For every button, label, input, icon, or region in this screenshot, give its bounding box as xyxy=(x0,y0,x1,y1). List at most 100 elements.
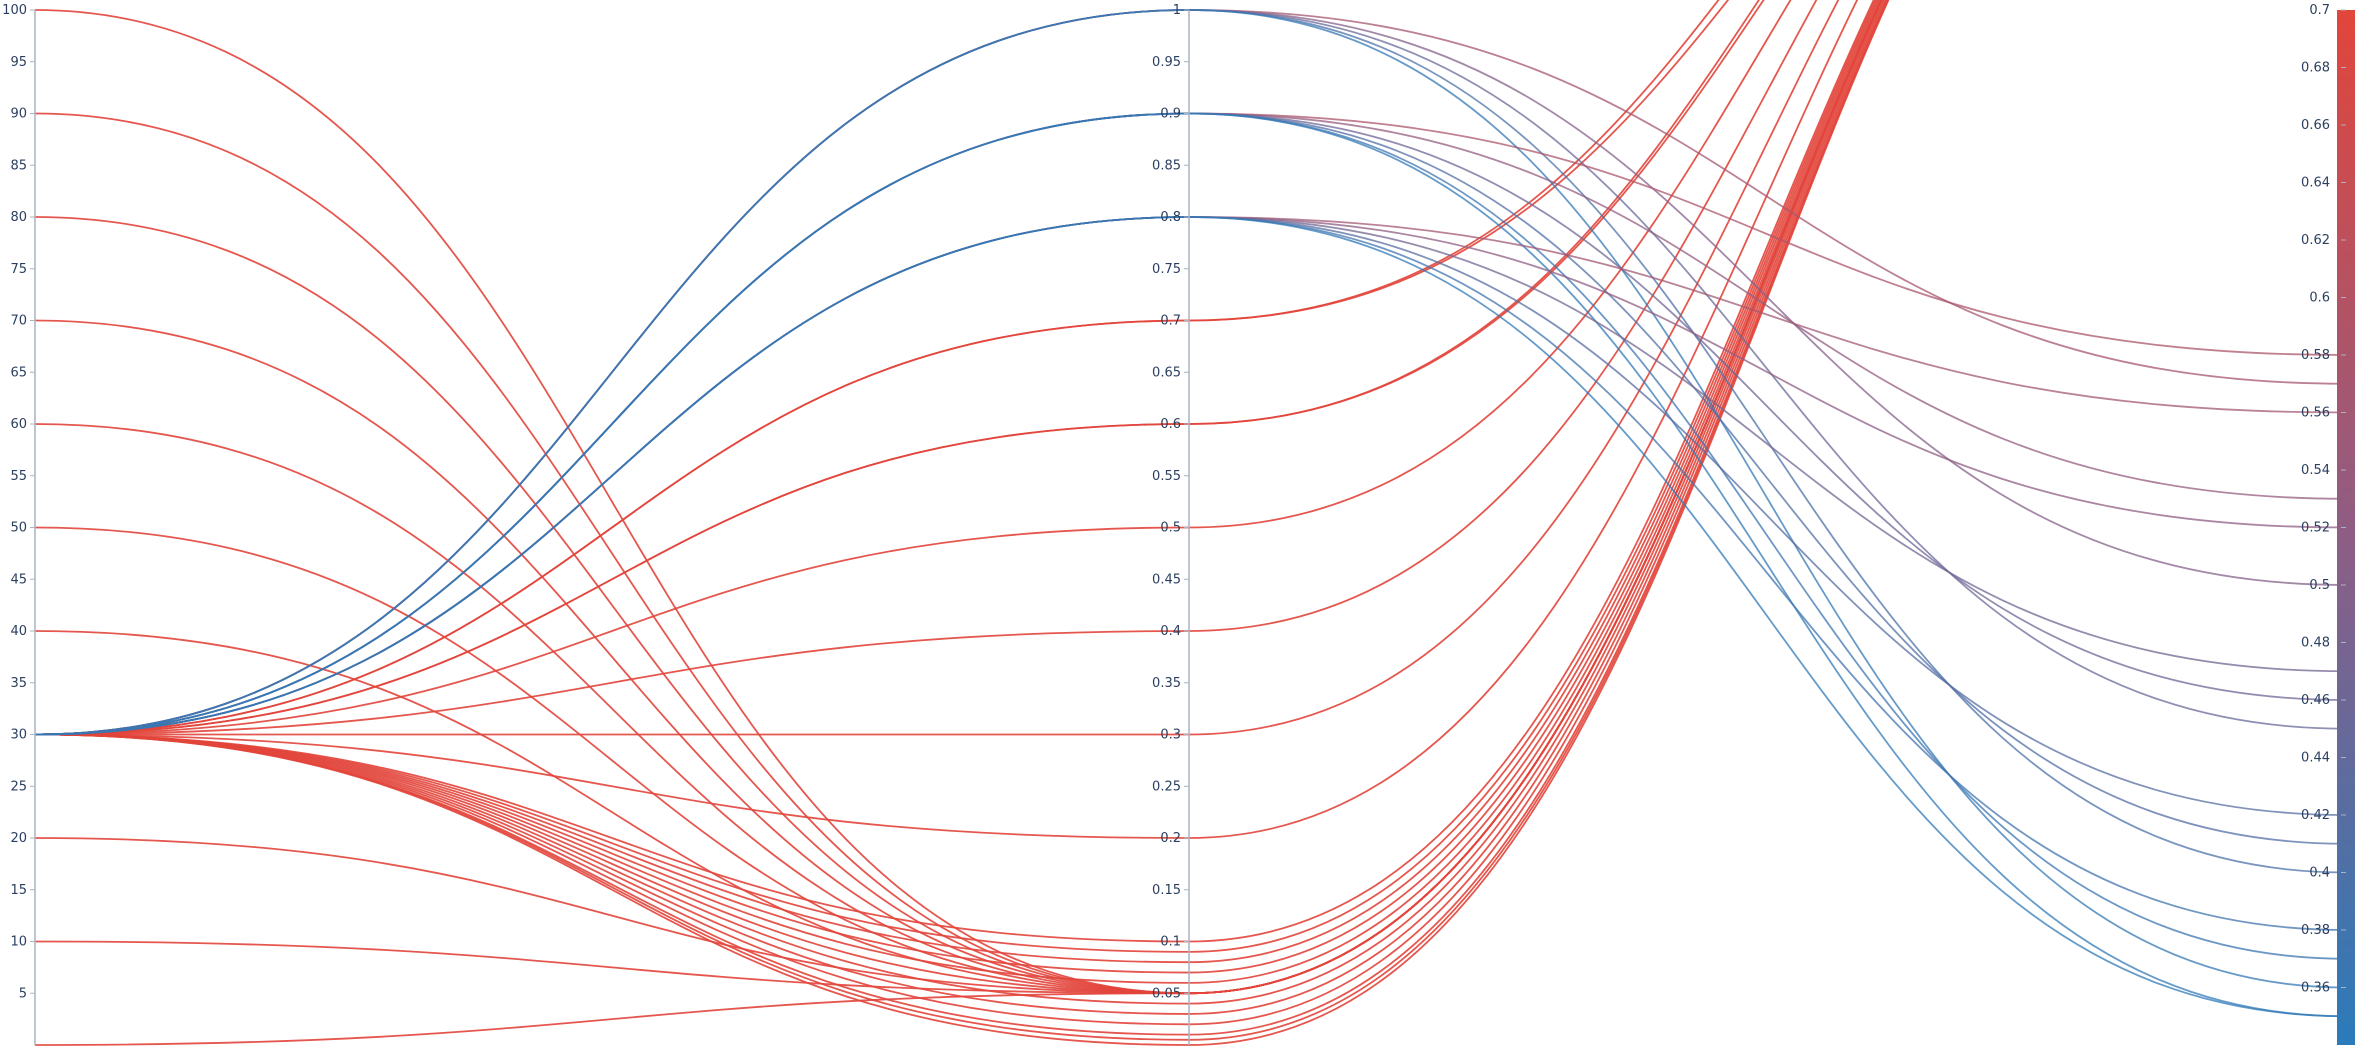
axis-1-tick-label-18: 0.95 xyxy=(1152,55,1181,70)
axis-1-tick-label-11: 0.6 xyxy=(1160,417,1181,432)
axis-1-tick-label-13: 0.7 xyxy=(1160,314,1181,329)
axis-1-tick-label-1: 0.1 xyxy=(1160,935,1181,950)
axis-2-tick-label-17: 0.7 xyxy=(2309,3,2330,18)
axis-1-tick-label-19: 1 xyxy=(1173,3,1181,18)
polyline-22 xyxy=(34,0,1881,984)
polyline-2 xyxy=(34,0,1883,995)
axis-0-tick-label-7: 40 xyxy=(10,624,27,639)
axis-0-tick-label-11: 60 xyxy=(10,417,27,432)
polyline-28 xyxy=(34,0,1889,1041)
polyline-5 xyxy=(34,0,1883,995)
axis-2-tick-label-16: 0.68 xyxy=(2301,61,2330,76)
axis-0-tick-label-14: 75 xyxy=(10,262,27,277)
axis-2-tick-label-8: 0.52 xyxy=(2301,521,2330,536)
polyline-14 xyxy=(34,0,1792,736)
polyline-7 xyxy=(34,0,1883,995)
axis-2-tick-label-15: 0.66 xyxy=(2301,118,2330,133)
axis-1-tick-label-0: 0.05 xyxy=(1152,986,1181,1001)
polyline-25 xyxy=(34,0,1886,1015)
axis-0-tick-label-0: 5 xyxy=(19,986,27,1001)
polyline-31 xyxy=(34,9,2347,736)
axis-1-tick-label-15: 0.8 xyxy=(1160,210,1181,225)
axis-1-tick-label-6: 0.35 xyxy=(1152,676,1181,691)
polyline-17 xyxy=(34,0,1859,839)
axis-0-tick-label-10: 55 xyxy=(10,469,27,484)
polyline-30 xyxy=(34,9,2347,736)
polyline-4 xyxy=(34,0,1883,995)
axis-2-tick-label-0: 0.36 xyxy=(2301,981,2330,996)
axis-1-tick-label-5: 0.3 xyxy=(1160,728,1181,743)
axis-0-tick-label-9: 50 xyxy=(10,521,27,536)
axis-0-tick-label-8: 45 xyxy=(10,572,27,587)
polyline-29 xyxy=(34,0,1890,1046)
polyline-11 xyxy=(34,0,1730,736)
axis-2-tick-label-11: 0.58 xyxy=(2301,348,2330,363)
axis-2-tick-label-14: 0.64 xyxy=(2301,176,2330,191)
polyline-42 xyxy=(34,216,2347,736)
polyline-20 xyxy=(34,0,1878,964)
axis-0-tick-label-6: 35 xyxy=(10,676,27,691)
axis-1-tick-label-16: 0.85 xyxy=(1152,158,1181,173)
polyline-21 xyxy=(34,0,1880,974)
polyline-24 xyxy=(34,0,1884,1005)
axis-2-tick-label-2: 0.4 xyxy=(2309,866,2330,881)
axis-1-tick-label-7: 0.4 xyxy=(1160,624,1181,639)
polyline-13 xyxy=(34,0,1765,736)
axis-1-tick-label-3: 0.2 xyxy=(1160,831,1181,846)
axis-2-tick-label-13: 0.62 xyxy=(2301,233,2330,248)
polyline-23 xyxy=(34,0,1883,995)
axis-0-tick-label-4: 25 xyxy=(10,779,27,794)
axis-0-tick-label-3: 20 xyxy=(10,831,27,846)
axis-0-tick-label-15: 80 xyxy=(10,210,27,225)
polyline-8 xyxy=(34,0,1883,995)
polyline-10 xyxy=(34,0,1720,736)
axis-2-tick-label-4: 0.44 xyxy=(2301,751,2330,766)
polyline-32 xyxy=(34,9,2347,736)
axis-1-tick-label-9: 0.5 xyxy=(1160,521,1181,536)
axis-2-tick-label-6: 0.48 xyxy=(2301,636,2330,651)
axis-0-tick-label-19: 100 xyxy=(2,3,27,18)
polyline-12 xyxy=(34,0,1760,736)
axis-0-tick-label-17: 90 xyxy=(10,107,27,122)
axis-0-tick-label-13: 70 xyxy=(10,314,27,329)
axis-1-tick-label-10: 0.55 xyxy=(1152,469,1181,484)
axis-2-tick-label-9: 0.54 xyxy=(2301,463,2330,478)
axis-1-tick-label-2: 0.15 xyxy=(1152,883,1181,898)
axis-0-tick-label-2: 15 xyxy=(10,883,27,898)
axis-1-tick-label-4: 0.25 xyxy=(1152,779,1181,794)
polyline-40 xyxy=(34,112,2347,1018)
polyline-6 xyxy=(34,0,1883,995)
polyline-33 xyxy=(34,9,2347,874)
polyline-1 xyxy=(34,0,1883,995)
axis-1-tick-label-14: 0.75 xyxy=(1152,262,1181,277)
polyline-26 xyxy=(34,0,1887,1026)
polyline-0 xyxy=(34,0,1883,995)
polylines xyxy=(34,0,2347,1046)
polyline-41 xyxy=(34,216,2347,736)
polyline-15 xyxy=(34,0,1818,736)
polyline-43 xyxy=(34,216,2347,736)
axis-2-tick-label-5: 0.46 xyxy=(2301,693,2330,708)
axis-2-tick-label-10: 0.56 xyxy=(2301,406,2330,421)
axis-1-tick-label-8: 0.45 xyxy=(1152,572,1181,587)
axis-2-tick-label-12: 0.6 xyxy=(2309,291,2330,306)
polyline-19 xyxy=(34,0,1877,953)
axis-2-tick-label-7: 0.5 xyxy=(2309,578,2330,593)
axis-0-tick-label-18: 95 xyxy=(10,55,27,70)
polyline-46 xyxy=(34,216,2347,1018)
axis-2-tick-label-3: 0.42 xyxy=(2301,808,2330,823)
axis-0-tick-label-1: 10 xyxy=(10,935,27,950)
polyline-18 xyxy=(34,0,1875,943)
polyline-3 xyxy=(34,0,1883,995)
axis-0-tick-label-16: 85 xyxy=(10,158,27,173)
axis-1-tick-label-17: 0.9 xyxy=(1160,107,1181,122)
axis-2-tick-label-1: 0.38 xyxy=(2301,923,2330,938)
axis-0-tick-label-12: 65 xyxy=(10,365,27,380)
polyline-16 xyxy=(34,0,1840,736)
axis-0-tick-label-5: 30 xyxy=(10,728,27,743)
polyline-27 xyxy=(34,0,1889,1036)
polyline-34 xyxy=(34,9,2347,989)
axis-1-tick-label-12: 0.65 xyxy=(1152,365,1181,380)
